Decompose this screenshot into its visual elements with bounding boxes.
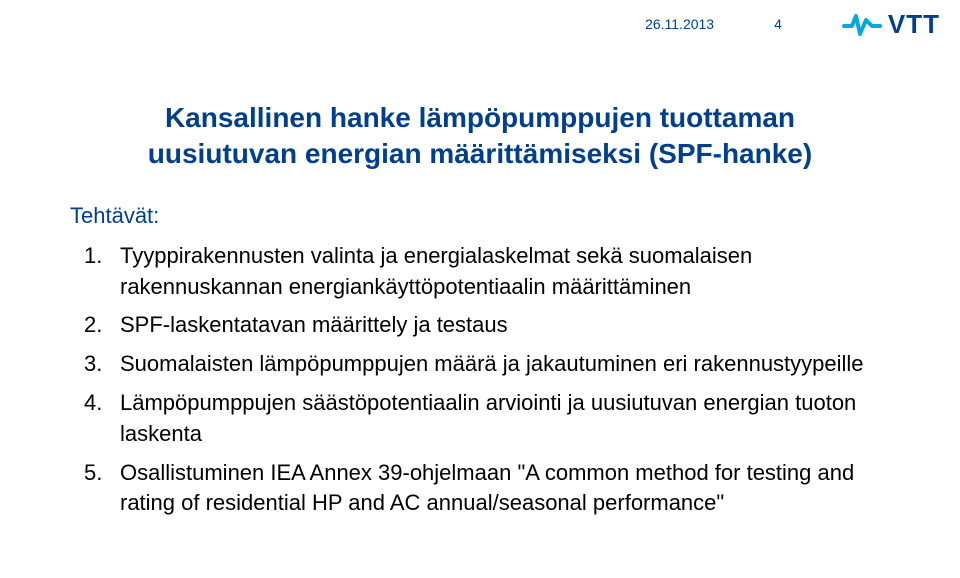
vtt-logo-icon [842, 8, 882, 40]
vtt-logo-text: VTT [888, 9, 940, 40]
list-item: Lämpöpumppujen säästöpotentiaalin arvioi… [114, 388, 890, 450]
slide-date: 26.11.2013 [645, 16, 714, 32]
title-line-1: Kansallinen hanke lämpöpumppujen tuottam… [165, 102, 795, 133]
tasks-heading: Tehtävät: [70, 203, 890, 229]
tasks-list: Tyyppirakennusten valinta ja energialask… [70, 241, 890, 519]
list-item: SPF-laskentatavan määrittely ja testaus [114, 310, 890, 341]
slide-header: 26.11.2013 4 VTT [645, 8, 940, 40]
slide-title: Kansallinen hanke lämpöpumppujen tuottam… [70, 100, 890, 173]
page-number: 4 [774, 16, 782, 32]
title-line-2: uusiutuvan energian määrittämiseksi (SPF… [148, 138, 812, 169]
list-item: Tyyppirakennusten valinta ja energialask… [114, 241, 890, 303]
vtt-logo: VTT [842, 8, 940, 40]
slide-content: Kansallinen hanke lämpöpumppujen tuottam… [70, 100, 890, 527]
list-item: Osallistuminen IEA Annex 39-ohjelmaan "A… [114, 458, 890, 520]
list-item: Suomalaisten lämpöpumppujen määrä ja jak… [114, 349, 890, 380]
